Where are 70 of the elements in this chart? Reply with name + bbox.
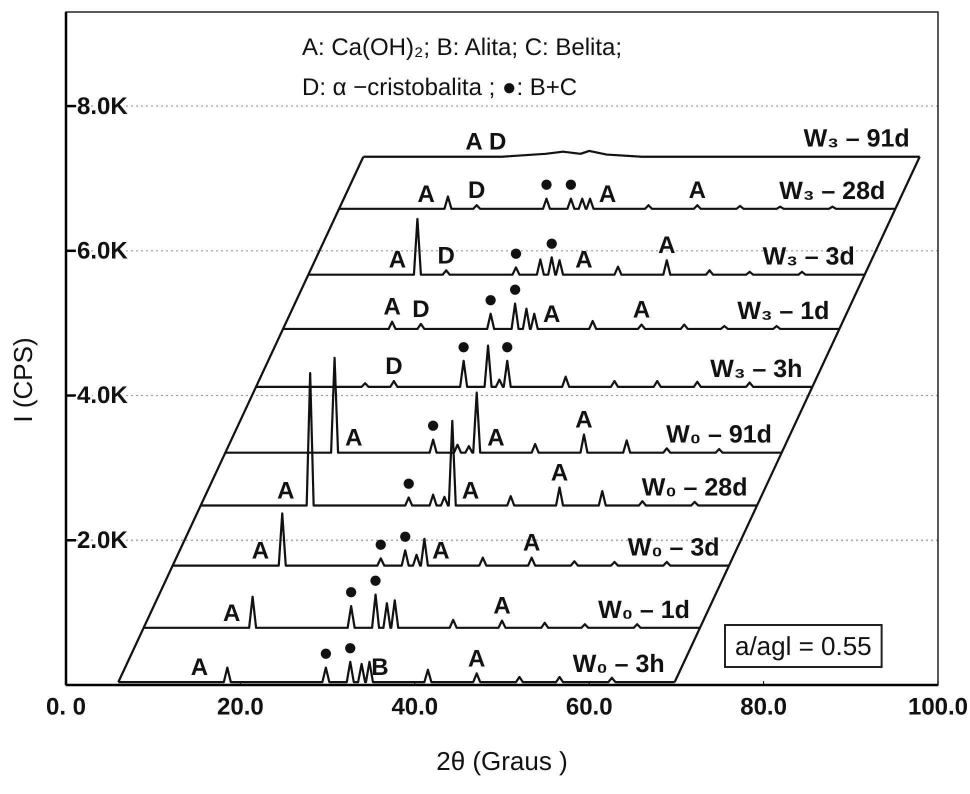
series-label: W₀ – 3h [572, 650, 665, 678]
y-tick-label: 6.0K [77, 237, 128, 264]
series-label: W₃ – 3d [762, 242, 855, 271]
annotation: D [468, 177, 486, 204]
annotation: ● [318, 640, 334, 667]
annotation: A [417, 180, 435, 208]
annotation: A [658, 232, 676, 260]
annotation: A [575, 246, 593, 274]
annotation: A [632, 296, 650, 324]
annotation: A [493, 592, 511, 620]
annotation: A [465, 128, 483, 156]
annotation: ● [544, 229, 559, 256]
annotation: A [550, 459, 568, 486]
series-label: W₀ – 28d [642, 474, 748, 502]
annotation: A [522, 530, 540, 557]
annotation: ● [564, 170, 578, 198]
annotation: A [598, 180, 616, 208]
annotation: ● [483, 286, 498, 313]
y-axis-title: I (CPS) [8, 337, 38, 423]
annotation: A [487, 424, 505, 452]
series-label: W₃ – 28d [779, 176, 886, 205]
annotation: ● [508, 276, 522, 303]
annotation: ● [456, 332, 471, 360]
series-label: W₃ – 3h [710, 354, 802, 383]
x-tick-label: 0. 0 [46, 693, 86, 720]
y-tick-label: 2.0K [77, 526, 128, 554]
series-label: W₀ – 91d [666, 420, 772, 449]
annotation: A: Ca(OH)₂; B: Alita; C: Belita; [302, 34, 622, 61]
annotation: A [277, 478, 294, 505]
annotation: A [462, 478, 480, 505]
annotation: ● [500, 332, 514, 360]
y-tick-label: 8.0K [77, 92, 128, 120]
annotation: A [388, 246, 406, 274]
series-label: W₀ – 1d [598, 596, 690, 624]
annotation: D [488, 128, 506, 156]
annotation: ● [368, 566, 383, 594]
annotation: ● [426, 412, 440, 439]
x-tick-label: 20.0 [217, 693, 264, 720]
annotation: D [385, 353, 403, 380]
annotation: D: α −cristobalita ; ●: B+C [302, 74, 578, 101]
annotation: A [468, 645, 486, 672]
series-label: W₀ – 3d [628, 534, 720, 562]
series-label: W₃ – 91d [804, 124, 910, 153]
annotation: A [223, 600, 240, 627]
annotation: A [345, 424, 362, 452]
x-axis-title: 2θ (Graus ) [436, 746, 568, 776]
x-tick-label: 40.0 [391, 693, 438, 720]
y-tick-label: 4.0K [77, 382, 128, 410]
annotation: A [543, 300, 560, 328]
annotation: A [688, 177, 706, 204]
annotation: B [371, 654, 389, 682]
annotation: A [575, 406, 593, 434]
x-tick-label: 60.0 [566, 693, 613, 720]
annotation: D [412, 296, 430, 323]
annotation: ● [401, 470, 416, 497]
x-tick-label: 80.0 [740, 693, 787, 720]
annotation: ● [344, 578, 358, 606]
annotation: D [438, 242, 455, 270]
annotation: A [432, 538, 450, 565]
x-tick-label: 100.0 [908, 693, 968, 720]
annotation: ● [398, 522, 412, 550]
annotation: a/agl = 0.55 [735, 631, 872, 661]
annotation: ● [343, 634, 358, 661]
series-label: W₃ – 1d [737, 296, 830, 325]
annotation: ● [539, 170, 554, 198]
annotation: A [383, 294, 401, 321]
annotation: ● [374, 530, 388, 558]
annotation: A [252, 538, 270, 565]
annotation: A [190, 654, 208, 682]
annotation: ● [508, 239, 524, 266]
